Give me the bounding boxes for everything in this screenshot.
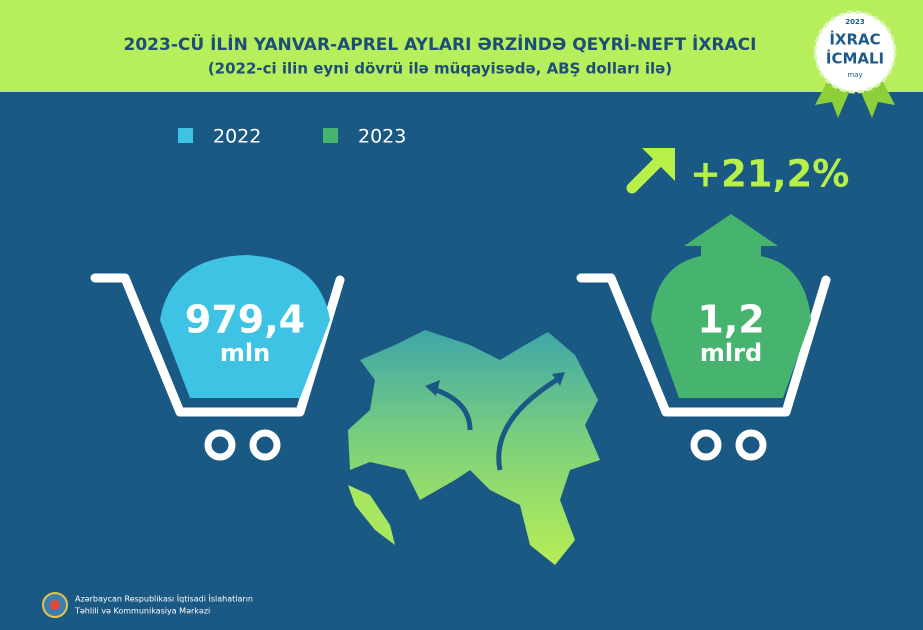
item-unit: mln	[220, 339, 270, 367]
map	[348, 330, 600, 565]
footer-line: Azərbaycan Respublikası İqtisadi İslahat…	[75, 594, 253, 604]
item-value: 979,4	[185, 298, 305, 342]
legend-label: 2023	[358, 126, 406, 148]
item-value: 1,2	[697, 298, 764, 342]
title: 2023-CÜ İLİN YANVAR-APREL AYLARI ƏRZİNDƏ…	[124, 33, 757, 55]
footer-line: Təhlili və Kommunikasiya Mərkəzi	[74, 607, 210, 616]
cart	[576, 273, 831, 417]
header-band	[0, 0, 923, 92]
item-unit: mlrd	[700, 339, 762, 367]
footer: Azərbaycan Respublikası İqtisadi İslahat…	[42, 592, 253, 618]
change: +21,2%	[626, 148, 849, 196]
subtitle: (2022-ci ilin eyni dövrü ilə müqayisədə,…	[208, 60, 672, 78]
badge-year: 2023	[845, 18, 865, 26]
legend-swatch	[323, 128, 338, 143]
cart-wheel	[735, 429, 767, 461]
change-label: +21,2%	[690, 153, 849, 196]
cart-wheel	[249, 429, 281, 461]
cart	[90, 273, 345, 417]
cart-wheel	[690, 429, 722, 461]
legend-label: 2022	[213, 126, 261, 148]
badge-line: İXRAC	[829, 30, 880, 49]
badge-line: İCMALI	[826, 49, 884, 68]
cart-wheel	[204, 429, 236, 461]
item-shape	[160, 255, 330, 398]
legend-swatch	[178, 128, 193, 143]
badge: 2023 İXRAC İCMALI may	[813, 10, 897, 118]
item-shape	[651, 214, 811, 398]
badge-month: may	[847, 71, 862, 79]
legend: 2022 2023	[178, 126, 406, 148]
